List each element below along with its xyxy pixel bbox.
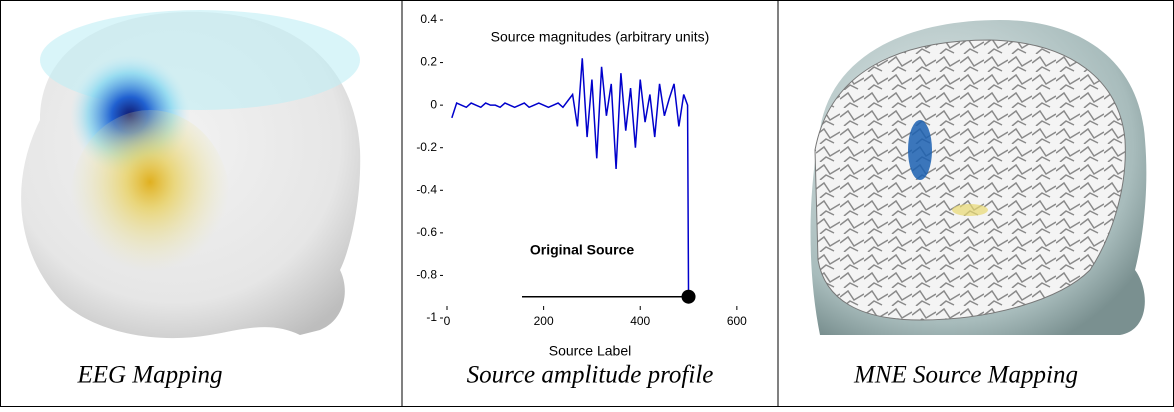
y-tick-label: -0.2: [416, 140, 437, 154]
mne-head: [810, 20, 1147, 335]
caption: Source amplitude profile: [467, 362, 714, 389]
y-tick-label: -1: [426, 310, 437, 324]
caption: MNE Source Mapping: [853, 362, 1078, 389]
y-tick-label: -0.6: [416, 225, 437, 239]
y-tick-label: -0.8: [416, 268, 437, 282]
caption: EEG Mapping: [76, 362, 222, 389]
y-tick-label: 0: [430, 97, 437, 111]
x-tick-label: 400: [630, 314, 650, 328]
x-tick-label: 600: [727, 314, 747, 328]
y-tick-label: 0.4: [420, 12, 437, 26]
highlight-point: [681, 289, 696, 304]
y-tick-label: -0.4: [416, 182, 437, 196]
series-line: [451, 58, 690, 297]
annotation: Original Source: [530, 242, 634, 258]
x-axis-label: Source Label: [549, 343, 632, 359]
eeg-head: [21, 10, 361, 339]
chart-title: Source magnitudes (arbitrary units): [491, 29, 710, 45]
y-tick-label: 0.2: [420, 55, 437, 69]
x-tick-label: 200: [534, 314, 554, 328]
plot: 0.4 0.2 0 -0.2 -0.4 -0.6 -0.8 -1 0 200 400 600: [416, 12, 747, 328]
x-tick-label: 0: [444, 314, 451, 328]
